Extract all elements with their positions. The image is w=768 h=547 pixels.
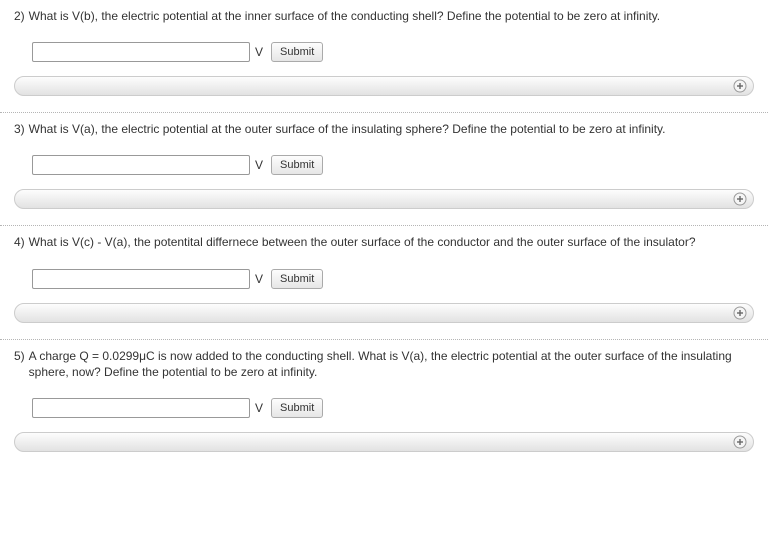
- answer-row: V Submit: [14, 398, 754, 418]
- question-text: 4) What is V(c) - V(a), the potentital d…: [14, 234, 754, 250]
- unit-label: V: [255, 401, 263, 415]
- question-text: 2) What is V(b), the electric potential …: [14, 8, 754, 24]
- unit-label: V: [255, 272, 263, 286]
- expand-bar[interactable]: [14, 189, 754, 209]
- question-block: 2) What is V(b), the electric potential …: [0, 0, 768, 62]
- answer-input[interactable]: [32, 398, 250, 418]
- answer-row: V Submit: [14, 155, 754, 175]
- unit-label: V: [255, 158, 263, 172]
- answer-input[interactable]: [32, 42, 250, 62]
- answer-input[interactable]: [32, 155, 250, 175]
- question-prompt: What is V(a), the electric potential at …: [29, 121, 754, 137]
- answer-row: V Submit: [14, 42, 754, 62]
- question-block: 3) What is V(a), the electric potential …: [0, 113, 768, 175]
- expand-bar[interactable]: [14, 303, 754, 323]
- answer-input[interactable]: [32, 269, 250, 289]
- submit-button[interactable]: Submit: [271, 42, 323, 62]
- question-text: 3) What is V(a), the electric potential …: [14, 121, 754, 137]
- question-block: 5) A charge Q = 0.0299μC is now added to…: [0, 340, 768, 418]
- question-number: 5): [14, 348, 29, 380]
- question-block: 4) What is V(c) - V(a), the potentital d…: [0, 226, 768, 288]
- expand-bar[interactable]: [14, 432, 754, 452]
- submit-button[interactable]: Submit: [271, 155, 323, 175]
- question-prompt: What is V(b), the electric potential at …: [29, 8, 754, 24]
- question-prompt: What is V(c) - V(a), the potentital diff…: [29, 234, 754, 250]
- plus-icon: [733, 435, 747, 449]
- expand-bar[interactable]: [14, 76, 754, 96]
- plus-icon: [733, 79, 747, 93]
- question-text: 5) A charge Q = 0.0299μC is now added to…: [14, 348, 754, 380]
- unit-label: V: [255, 45, 263, 59]
- question-number: 3): [14, 121, 29, 137]
- plus-icon: [733, 306, 747, 320]
- question-prompt: A charge Q = 0.0299μC is now added to th…: [29, 348, 754, 380]
- plus-icon: [733, 192, 747, 206]
- answer-row: V Submit: [14, 269, 754, 289]
- question-number: 4): [14, 234, 29, 250]
- submit-button[interactable]: Submit: [271, 269, 323, 289]
- submit-button[interactable]: Submit: [271, 398, 323, 418]
- question-number: 2): [14, 8, 29, 24]
